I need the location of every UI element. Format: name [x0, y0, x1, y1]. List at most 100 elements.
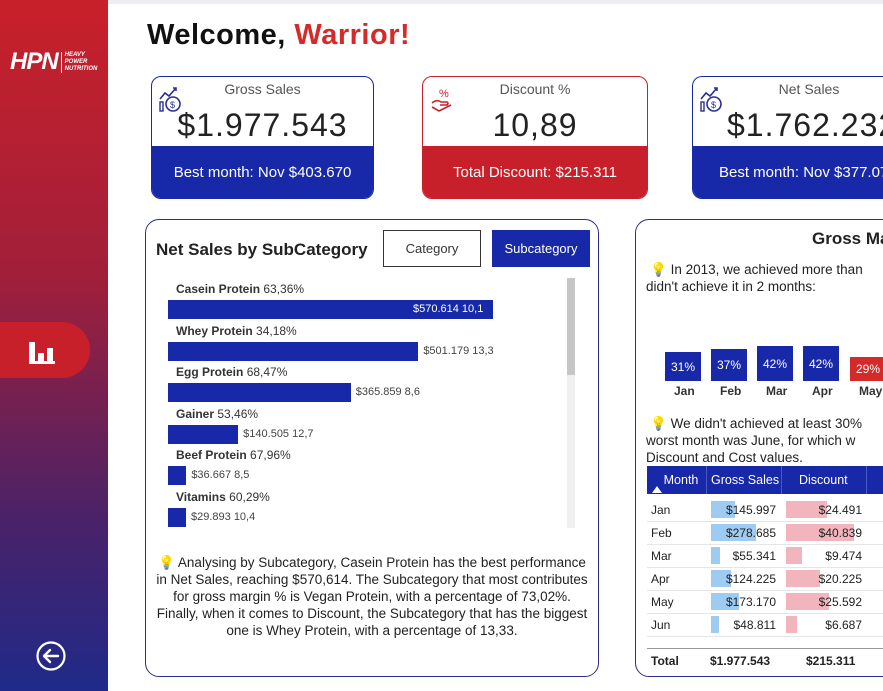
bar-value-label: $36.667 8,5 [191, 469, 250, 482]
category-name: Whey Protein [176, 323, 253, 338]
kpi-net-sales: $ Net Sales $1.762.232 Best month: Nov $… [692, 76, 883, 199]
kpi-label: Net Sales [778, 81, 840, 97]
bar-category-label: Egg Protein 68,47% [176, 365, 287, 379]
kpi-footer: Total Discount: $215.311 [423, 146, 647, 198]
logo-main: HPN [10, 48, 59, 75]
month-margin-box: 42% [803, 346, 839, 381]
brand-logo: HPN HEAVY POWER NUTRITION [10, 48, 97, 76]
category-pct: 34,18% [256, 323, 297, 338]
bar-value-label: $29.893 10,4 [191, 511, 256, 523]
kpi-value: $1.977.543 [177, 107, 348, 143]
bar-category-label: Whey Protein 34,18% [176, 324, 297, 338]
subcategory-toggle-button[interactable]: Subcategory [492, 230, 590, 267]
discount-cell: $40.839 [818, 526, 862, 540]
bar-value-label: $140.505 12,7 [243, 427, 314, 440]
table-header-discount[interactable]: Discount [799, 473, 848, 487]
header-divider [781, 466, 782, 494]
gross-sales-databar [711, 501, 735, 518]
month-margin-box: 31% [665, 352, 701, 381]
logo-sub-line: NUTRITION [64, 65, 98, 72]
discount-databar [786, 524, 855, 541]
gross-margin-title: Gross Ma [812, 229, 883, 248]
lightbulb-icon: 💡 [158, 555, 175, 570]
category-name: Egg Protein [176, 365, 244, 380]
gm-insight-line: 💡 We didn't achieved at least 30% [650, 415, 862, 432]
gm-insight-line: didn't achieve it in 2 months: [646, 279, 816, 294]
discount-databar [786, 501, 827, 518]
lightbulb-icon: 💡 [650, 416, 667, 431]
bar-value-label: $501.179 13,3 [423, 344, 494, 357]
net-sales-bar[interactable] [168, 300, 493, 319]
category-name: Beef Protein [176, 448, 247, 463]
bar-category-label: Vitamins 60,29% [176, 490, 270, 504]
category-name: Gainer [176, 406, 215, 421]
kpi-label: Discount % [499, 81, 571, 97]
subcategory-insight: 💡 Analysing by Subcategory, Casein Prote… [156, 554, 588, 639]
category-pct: 60,29% [229, 490, 270, 504]
discount-cell: $20.225 [818, 572, 862, 586]
sort-ascending-icon[interactable] [652, 486, 662, 493]
row-separator [647, 521, 883, 522]
category-name: Vitamins [176, 490, 226, 504]
month-margin-box: 37% [711, 349, 747, 381]
month-label: Apr [812, 384, 833, 398]
discount-databar [786, 570, 820, 587]
page-title: Welcome, Warrior! [147, 19, 410, 52]
gross-margin-panel [635, 219, 883, 677]
category-pct: 67,96% [250, 448, 291, 463]
net-sales-bar[interactable] [168, 508, 186, 527]
month-cell: Jun [651, 618, 671, 632]
chart-scrollbar[interactable] [567, 278, 575, 528]
net-sales-bar[interactable] [168, 424, 239, 444]
nav-tab-dashboard[interactable] [0, 322, 90, 378]
top-strip [108, 0, 883, 4]
row-separator [647, 590, 883, 591]
header-divider [706, 466, 707, 494]
bar-value-label: $365.859 8,6 [355, 386, 420, 399]
category-toggle-button[interactable]: Category [383, 230, 481, 267]
subcategory-panel [145, 219, 599, 677]
gm-insight-line: 💡 In 2013, we achieved more than [650, 261, 863, 278]
gross-sales-cell: $278.685 [725, 526, 776, 540]
back-arrow-icon[interactable] [35, 640, 67, 672]
discount-cell: $9.474 [825, 549, 862, 563]
table-header-gross-sales[interactable]: Gross Sales [711, 473, 780, 487]
month-label: May [859, 384, 883, 398]
kpi-gross-sales: $ Gross Sales $1.977.543 Best month: Nov… [151, 76, 374, 199]
table-header [647, 466, 883, 494]
net-sales-bar[interactable] [168, 466, 187, 486]
category-pct: 53,46% [217, 406, 259, 421]
table-header-month[interactable]: Month [655, 466, 707, 494]
month-cell: Mar [651, 549, 672, 563]
kpi-discount: % Discount % 10,89 Total Discount: $215.… [422, 76, 648, 199]
discount-databar [786, 547, 802, 564]
welcome-prefix: Welcome, [147, 19, 286, 51]
gross-sales-cell: $173.170 [725, 595, 776, 609]
kpi-footer: Best month: Nov $403.670 [152, 146, 373, 198]
discount-cell: $25.592 [818, 595, 862, 609]
gm-insight-line: Discount and Cost values. [646, 450, 803, 465]
total-divider [647, 648, 883, 649]
net-sales-bar[interactable] [168, 341, 419, 361]
category-pct: 68,47% [246, 365, 288, 380]
month-cell: Apr [651, 572, 670, 586]
net-sales-bar[interactable] [168, 383, 351, 403]
month-margin-box: 29% [850, 357, 883, 381]
gross-sales-databar [711, 524, 756, 541]
chart-scrollbar-thumb[interactable] [567, 278, 575, 375]
month-cell: Jan [651, 503, 671, 517]
gross-sales-databar [711, 547, 720, 564]
discount-databar [786, 616, 798, 633]
table-header-label: Month [663, 473, 699, 487]
discount-cell: $24.491 [818, 503, 862, 517]
gross-sales-cell: $55.341 [732, 549, 776, 563]
bar-chart-icon[interactable] [27, 340, 57, 366]
gross-sales-cell: $124.225 [725, 572, 776, 586]
total-label: Total [651, 654, 679, 668]
gm-text: We didn't achieved at least 30% [670, 416, 863, 431]
insight-text: Analysing by Subcategory, Casein Protein… [156, 555, 588, 638]
bar-category-label: Beef Protein 67,96% [176, 448, 291, 462]
svg-text:$: $ [170, 100, 175, 110]
month-cell: Feb [651, 526, 672, 540]
gross-sales-databar [711, 570, 731, 587]
